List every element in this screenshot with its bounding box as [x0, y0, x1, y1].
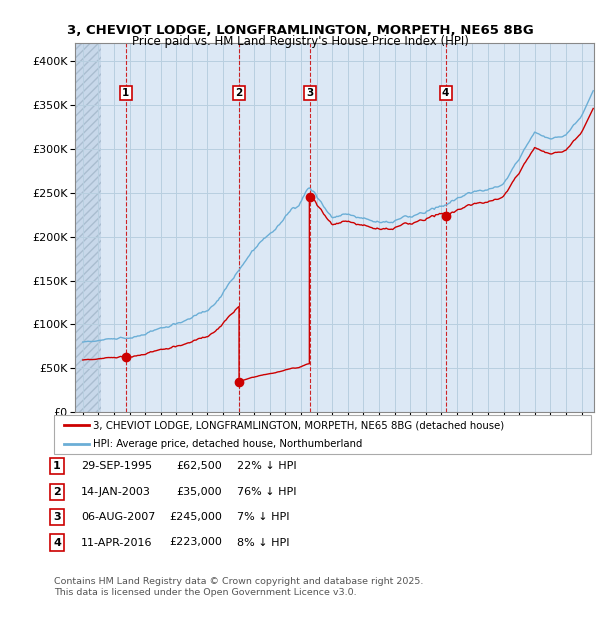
Text: 4: 4 [442, 88, 449, 98]
Text: 11-APR-2016: 11-APR-2016 [81, 538, 152, 547]
Bar [75, 43, 101, 412]
Text: 8% ↓ HPI: 8% ↓ HPI [237, 538, 290, 547]
Text: HPI: Average price, detached house, Northumberland: HPI: Average price, detached house, Nort… [92, 439, 362, 450]
Text: £223,000: £223,000 [169, 538, 222, 547]
Text: 1: 1 [53, 461, 61, 471]
Text: Price paid vs. HM Land Registry's House Price Index (HPI): Price paid vs. HM Land Registry's House … [131, 35, 469, 48]
Text: £245,000: £245,000 [169, 512, 222, 522]
Text: £62,500: £62,500 [176, 461, 222, 471]
Text: Contains HM Land Registry data © Crown copyright and database right 2025.: Contains HM Land Registry data © Crown c… [54, 577, 424, 586]
Text: 1: 1 [122, 88, 129, 98]
Text: 4: 4 [53, 538, 61, 547]
Text: 3, CHEVIOT LODGE, LONGFRAMLINGTON, MORPETH, NE65 8BG (detached house): 3, CHEVIOT LODGE, LONGFRAMLINGTON, MORPE… [92, 420, 504, 430]
Text: This data is licensed under the Open Government Licence v3.0.: This data is licensed under the Open Gov… [54, 588, 356, 597]
Text: 2: 2 [236, 88, 243, 98]
Text: 2: 2 [53, 487, 61, 497]
Text: 76% ↓ HPI: 76% ↓ HPI [237, 487, 296, 497]
FancyBboxPatch shape [54, 415, 591, 454]
Text: 22% ↓ HPI: 22% ↓ HPI [237, 461, 296, 471]
Text: 06-AUG-2007: 06-AUG-2007 [81, 512, 155, 522]
Text: 3, CHEVIOT LODGE, LONGFRAMLINGTON, MORPETH, NE65 8BG: 3, CHEVIOT LODGE, LONGFRAMLINGTON, MORPE… [67, 24, 533, 37]
Text: 7% ↓ HPI: 7% ↓ HPI [237, 512, 290, 522]
Text: 3: 3 [307, 88, 314, 98]
Text: £35,000: £35,000 [176, 487, 222, 497]
Text: 29-SEP-1995: 29-SEP-1995 [81, 461, 152, 471]
Text: 14-JAN-2003: 14-JAN-2003 [81, 487, 151, 497]
Text: 3: 3 [53, 512, 61, 522]
